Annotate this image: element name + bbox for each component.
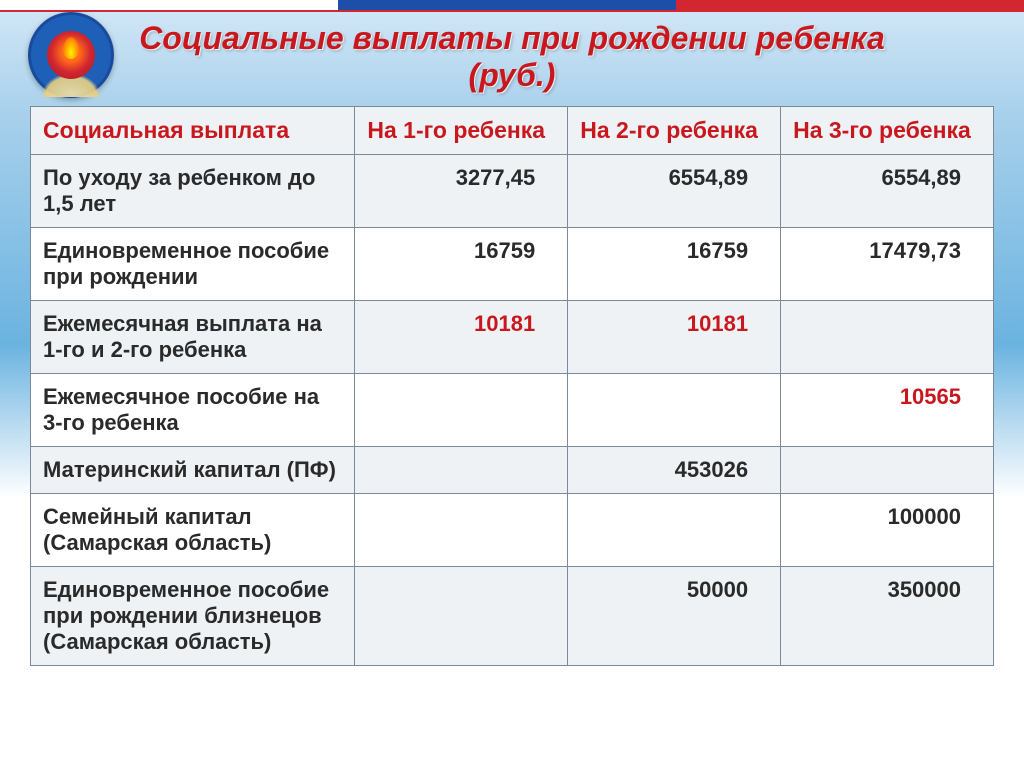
col-header-child3: На 3-го ребенка [781, 106, 994, 154]
table-row: По уходу за ребенком до 1,5 лет3277,4565… [31, 154, 994, 227]
cell-value: 10565 [781, 373, 994, 446]
payments-table-wrap: Социальная выплата На 1-го ребенка На 2-… [30, 106, 994, 666]
table-row: Семейный капитал (Самарская область) 1000… [31, 493, 994, 566]
row-label: Материнский капитал (ПФ) [31, 446, 355, 493]
row-label: Единовременное пособие при рождении близ… [31, 566, 355, 665]
col-header-child1: На 1-го ребенка [355, 106, 568, 154]
cell-value: 10181 [355, 300, 568, 373]
table-header-row: Социальная выплата На 1-го ребенка На 2-… [31, 106, 994, 154]
cell-value: 6554,89 [568, 154, 781, 227]
row-label: По уходу за ребенком до 1,5 лет [31, 154, 355, 227]
flag-stripe [0, 0, 1024, 12]
row-label: Единовременное пособие при рождении [31, 227, 355, 300]
cell-value [781, 446, 994, 493]
cell-value: 100000 [781, 493, 994, 566]
cell-value: 50000 [568, 566, 781, 665]
row-label: Ежемесячное пособие на 3-го ребенка [31, 373, 355, 446]
cell-value [355, 493, 568, 566]
row-label: Ежемесячная выплата на 1-го и 2-го ребен… [31, 300, 355, 373]
cell-value [568, 493, 781, 566]
cell-value [568, 373, 781, 446]
payments-table: Социальная выплата На 1-го ребенка На 2-… [30, 106, 994, 666]
cell-value: 17479,73 [781, 227, 994, 300]
cell-value [355, 566, 568, 665]
row-label: Семейный капитал (Самарская область) [31, 493, 355, 566]
cell-value [355, 373, 568, 446]
table-row: Единовременное пособие при рождении близ… [31, 566, 994, 665]
col-header-child2: На 2-го ребенка [568, 106, 781, 154]
cell-value: 16759 [355, 227, 568, 300]
cell-value: 350000 [781, 566, 994, 665]
cell-value: 3277,45 [355, 154, 568, 227]
cell-value [355, 446, 568, 493]
table-row: Ежемесячная выплата на 1-го и 2-го ребен… [31, 300, 994, 373]
cell-value: 10181 [568, 300, 781, 373]
cell-value: 453026 [568, 446, 781, 493]
page-title: Социальные выплаты при рождении ребенка … [0, 0, 1024, 100]
cell-value: 16759 [568, 227, 781, 300]
table-row: Материнский капитал (ПФ) 453026 [31, 446, 994, 493]
table-row: Единовременное пособие при рождении16759… [31, 227, 994, 300]
col-header-payment: Социальная выплата [31, 106, 355, 154]
cell-value [781, 300, 994, 373]
emblem-icon [28, 12, 114, 98]
cell-value: 6554,89 [781, 154, 994, 227]
table-row: Ежемесячное пособие на 3-го ребенка 10565 [31, 373, 994, 446]
